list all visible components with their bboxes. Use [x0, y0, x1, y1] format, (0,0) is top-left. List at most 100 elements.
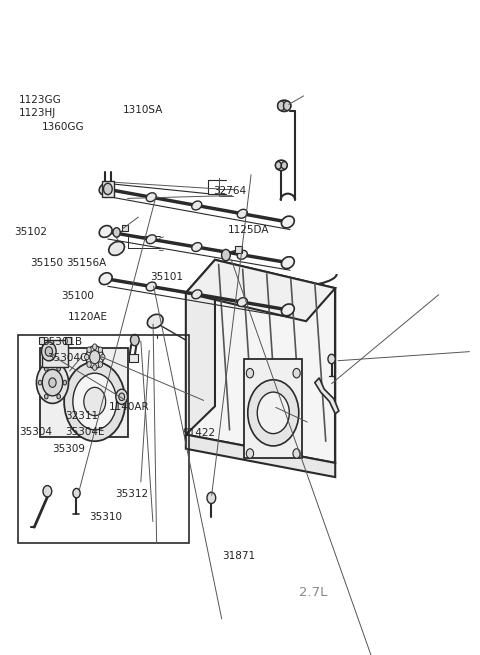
Bar: [122, 225, 128, 231]
Circle shape: [246, 449, 253, 458]
Circle shape: [87, 347, 91, 352]
Ellipse shape: [276, 160, 287, 170]
Circle shape: [93, 344, 97, 350]
Circle shape: [98, 347, 103, 352]
Ellipse shape: [99, 183, 112, 195]
Circle shape: [119, 393, 125, 401]
Bar: [38, 337, 45, 344]
Circle shape: [87, 362, 91, 367]
Polygon shape: [186, 260, 215, 434]
Bar: [102, 181, 114, 196]
Ellipse shape: [192, 290, 202, 299]
Circle shape: [90, 350, 100, 364]
Circle shape: [64, 362, 125, 441]
Text: 35102: 35102: [14, 227, 47, 237]
Circle shape: [43, 485, 52, 497]
Text: 35309: 35309: [52, 444, 85, 455]
Circle shape: [73, 373, 117, 430]
Ellipse shape: [146, 234, 156, 244]
Circle shape: [49, 378, 56, 387]
Bar: [235, 246, 242, 253]
Circle shape: [104, 183, 112, 195]
Circle shape: [42, 342, 56, 361]
Circle shape: [113, 228, 120, 237]
Text: 1310SA: 1310SA: [122, 105, 163, 115]
Ellipse shape: [192, 242, 202, 252]
Bar: [244, 359, 302, 458]
Ellipse shape: [237, 297, 247, 307]
Text: 32764: 32764: [214, 185, 247, 196]
Ellipse shape: [281, 257, 294, 269]
Text: 2.7L: 2.7L: [299, 586, 327, 599]
Circle shape: [328, 354, 335, 364]
Circle shape: [222, 250, 230, 261]
Circle shape: [284, 101, 291, 111]
Circle shape: [84, 387, 106, 416]
Text: 1360GG: 1360GG: [42, 122, 84, 132]
Ellipse shape: [99, 225, 112, 237]
Circle shape: [246, 369, 253, 378]
Ellipse shape: [237, 250, 247, 259]
Bar: [129, 354, 138, 362]
Circle shape: [293, 449, 300, 458]
Circle shape: [38, 381, 42, 385]
Circle shape: [84, 354, 89, 360]
Text: 32311: 32311: [65, 411, 98, 421]
Ellipse shape: [109, 242, 124, 255]
Text: 35301B: 35301B: [42, 337, 82, 346]
Circle shape: [45, 366, 48, 371]
Text: 1123GG: 1123GG: [19, 95, 62, 105]
Bar: [42, 340, 68, 367]
Circle shape: [131, 335, 139, 346]
Ellipse shape: [146, 193, 156, 202]
Ellipse shape: [146, 282, 156, 291]
Ellipse shape: [147, 314, 163, 328]
Circle shape: [73, 489, 80, 498]
Circle shape: [57, 394, 60, 399]
Ellipse shape: [281, 304, 294, 316]
Circle shape: [42, 369, 63, 396]
Text: 35304C: 35304C: [47, 352, 87, 363]
Bar: [40, 348, 128, 438]
Text: 35304E: 35304E: [65, 427, 104, 437]
Circle shape: [257, 392, 289, 434]
Text: 1125DA: 1125DA: [228, 225, 269, 235]
Text: 1120AE: 1120AE: [68, 312, 108, 322]
Circle shape: [248, 380, 299, 446]
Polygon shape: [186, 434, 335, 477]
Circle shape: [63, 381, 67, 385]
Circle shape: [293, 369, 300, 378]
Text: 1123HJ: 1123HJ: [19, 107, 57, 118]
Circle shape: [36, 362, 69, 403]
Circle shape: [45, 346, 52, 356]
Text: 35312: 35312: [115, 489, 148, 499]
Text: 31871: 31871: [222, 551, 255, 561]
Circle shape: [93, 365, 97, 370]
Bar: [18, 335, 190, 543]
Ellipse shape: [237, 210, 247, 218]
Text: 35156A: 35156A: [66, 258, 107, 268]
Text: 35150: 35150: [30, 258, 63, 268]
Text: 1140AR: 1140AR: [108, 402, 149, 412]
Circle shape: [277, 101, 285, 111]
Text: 35101: 35101: [150, 272, 183, 282]
Bar: [65, 337, 71, 344]
Circle shape: [101, 354, 105, 360]
Polygon shape: [186, 260, 335, 463]
Circle shape: [45, 394, 48, 399]
Text: 91422: 91422: [182, 428, 215, 438]
Circle shape: [116, 389, 128, 404]
Text: 35310: 35310: [89, 512, 122, 522]
Text: 35304: 35304: [19, 427, 52, 437]
Ellipse shape: [192, 201, 202, 210]
Ellipse shape: [99, 272, 112, 285]
Circle shape: [86, 346, 104, 369]
Ellipse shape: [281, 216, 294, 228]
Text: 35100: 35100: [61, 291, 94, 301]
Circle shape: [281, 162, 287, 169]
Polygon shape: [186, 260, 335, 321]
Circle shape: [276, 162, 281, 169]
Circle shape: [207, 492, 216, 504]
Ellipse shape: [277, 100, 291, 111]
Polygon shape: [315, 378, 339, 414]
